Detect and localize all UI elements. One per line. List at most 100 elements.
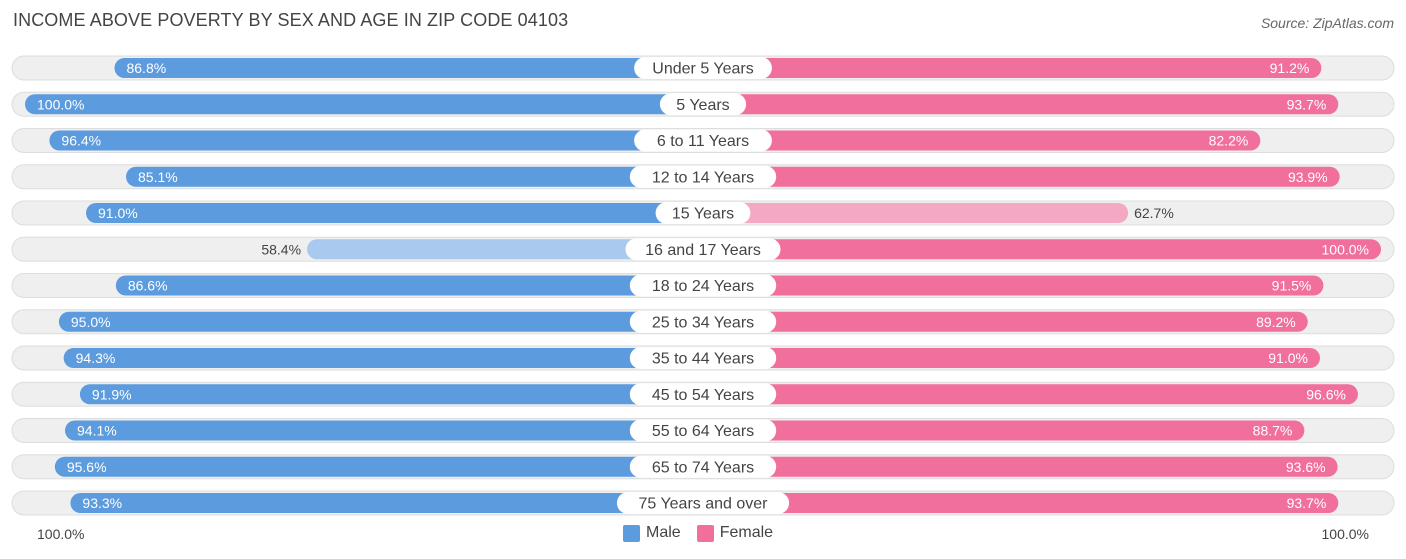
female-value-label: 93.6% <box>1286 459 1326 475</box>
male-value-label: 91.0% <box>98 205 138 221</box>
row-1: 100.0% 93.7% 5 Years <box>11 91 1395 117</box>
male-bar <box>79 384 704 405</box>
female-value-label: 82.2% <box>1209 133 1249 149</box>
male-bar <box>25 94 703 115</box>
female-bar <box>703 94 1339 115</box>
female-value-label: 96.6% <box>1306 386 1346 402</box>
category-label: 75 Years and over <box>639 496 769 513</box>
male-value-label: 95.6% <box>67 459 107 475</box>
female-value-label: 91.0% <box>1268 350 1308 366</box>
category-label: 45 to 54 Years <box>652 387 754 404</box>
legend: Male Female <box>623 524 789 542</box>
female-bar <box>703 311 1308 332</box>
female-value-label: 91.2% <box>1270 60 1310 76</box>
row-0: 86.8% 91.2% Under 5 Years <box>11 55 1395 81</box>
female-bar <box>703 130 1261 151</box>
category-pill <box>655 202 751 224</box>
axis-right-label: 100.0% <box>1321 526 1369 542</box>
male-bar <box>70 493 703 513</box>
female-bar <box>703 166 1340 187</box>
axis-left-label: 100.0% <box>37 526 85 542</box>
category-label: 65 to 74 Years <box>652 459 754 476</box>
row-7: 95.0% 89.2% 25 to 34 Years <box>11 309 1395 335</box>
male-value-label: 91.9% <box>92 386 132 402</box>
category-label: 16 and 17 Years <box>645 242 761 259</box>
male-value-label: 94.1% <box>77 423 117 439</box>
legend-label-female: Female <box>719 524 774 541</box>
male-bar <box>126 166 704 187</box>
female-value-label: 93.9% <box>1288 169 1328 185</box>
female-value-label: 91.5% <box>1272 278 1312 294</box>
female-bar <box>703 348 1320 368</box>
category-label: 35 to 44 Years <box>652 351 754 368</box>
female-value-label: 93.7% <box>1287 495 1327 511</box>
male-bar <box>49 130 703 151</box>
female-bar <box>703 203 1129 223</box>
category-pill <box>634 57 772 79</box>
male-bar <box>65 420 703 441</box>
male-bar <box>307 239 703 260</box>
male-bar <box>63 348 704 368</box>
male-value-label: 86.8% <box>126 60 166 76</box>
row-6: 86.6% 91.5% 18 to 24 Years <box>11 273 1395 298</box>
legend-swatch-female <box>696 524 714 542</box>
row-3: 85.1% 93.9% 12 to 14 Years <box>11 164 1395 190</box>
chart-title: INCOME ABOVE POVERTY BY SEX AND AGE IN Z… <box>13 10 569 30</box>
category-pill <box>629 347 777 369</box>
row-2: 96.4% 82.2% 6 to 11 Years <box>11 128 1395 153</box>
category-pill <box>625 238 781 261</box>
row-8: 94.3% 91.0% 35 to 44 Years <box>11 345 1395 371</box>
male-value-label: 100.0% <box>37 96 84 112</box>
male-bar <box>58 311 703 332</box>
female-bar <box>703 493 1339 513</box>
category-label: 12 to 14 Years <box>652 169 754 186</box>
legend-item-female: Female <box>696 524 774 542</box>
category-label: Under 5 Years <box>652 61 753 78</box>
category-label: 18 to 24 Years <box>652 278 754 295</box>
male-value-label: 58.4% <box>261 241 301 257</box>
male-value-label: 96.4% <box>61 133 101 149</box>
category-pill <box>616 492 790 514</box>
category-pill <box>629 310 777 333</box>
male-value-label: 95.0% <box>71 314 111 330</box>
category-label: 5 Years <box>676 97 729 114</box>
category-pill <box>634 129 772 152</box>
male-value-label: 85.1% <box>138 169 178 185</box>
category-pill <box>629 165 777 188</box>
row-5: 58.4% 100.0% 16 and 17 Years <box>11 236 1395 262</box>
male-bar <box>86 203 703 223</box>
category-label: 25 to 34 Years <box>652 314 754 331</box>
legend-item-male: Male <box>623 524 681 542</box>
row-10: 94.1% 88.7% 55 to 64 Years <box>11 418 1395 443</box>
female-value-label: 89.2% <box>1256 314 1296 330</box>
female-bar <box>703 420 1305 441</box>
row-9: 91.9% 96.6% 45 to 54 Years <box>11 381 1395 407</box>
category-pill <box>629 419 777 442</box>
female-bar <box>703 384 1358 405</box>
female-bar <box>703 239 1381 260</box>
category-label: 6 to 11 Years <box>657 133 749 150</box>
female-bar <box>703 456 1338 477</box>
male-value-label: 93.3% <box>82 495 122 511</box>
female-bar <box>703 58 1322 78</box>
male-bar <box>114 58 704 78</box>
category-label: 55 to 64 Years <box>652 423 754 440</box>
female-value-label: 62.7% <box>1134 205 1174 221</box>
category-label: 15 Years <box>672 206 734 223</box>
legend-label-male: Male <box>646 524 681 541</box>
male-bar <box>115 275 704 296</box>
row-12: 93.3% 93.7% 75 Years and over <box>11 490 1395 516</box>
category-pill <box>659 93 747 116</box>
row-4: 91.0% 62.7% 15 Years <box>11 200 1395 226</box>
category-pill <box>629 274 777 297</box>
female-value-label: 88.7% <box>1253 423 1293 439</box>
row-11: 95.6% 93.6% 65 to 74 Years <box>11 454 1395 480</box>
category-pill <box>629 383 777 406</box>
female-bar <box>703 275 1324 296</box>
legend-swatch-male <box>623 524 640 542</box>
category-pill <box>629 455 777 478</box>
chart-source: Source: ZipAtlas.com <box>1260 15 1394 31</box>
male-value-label: 86.6% <box>128 278 168 294</box>
female-value-label: 93.7% <box>1287 96 1327 112</box>
male-value-label: 94.3% <box>76 350 116 366</box>
